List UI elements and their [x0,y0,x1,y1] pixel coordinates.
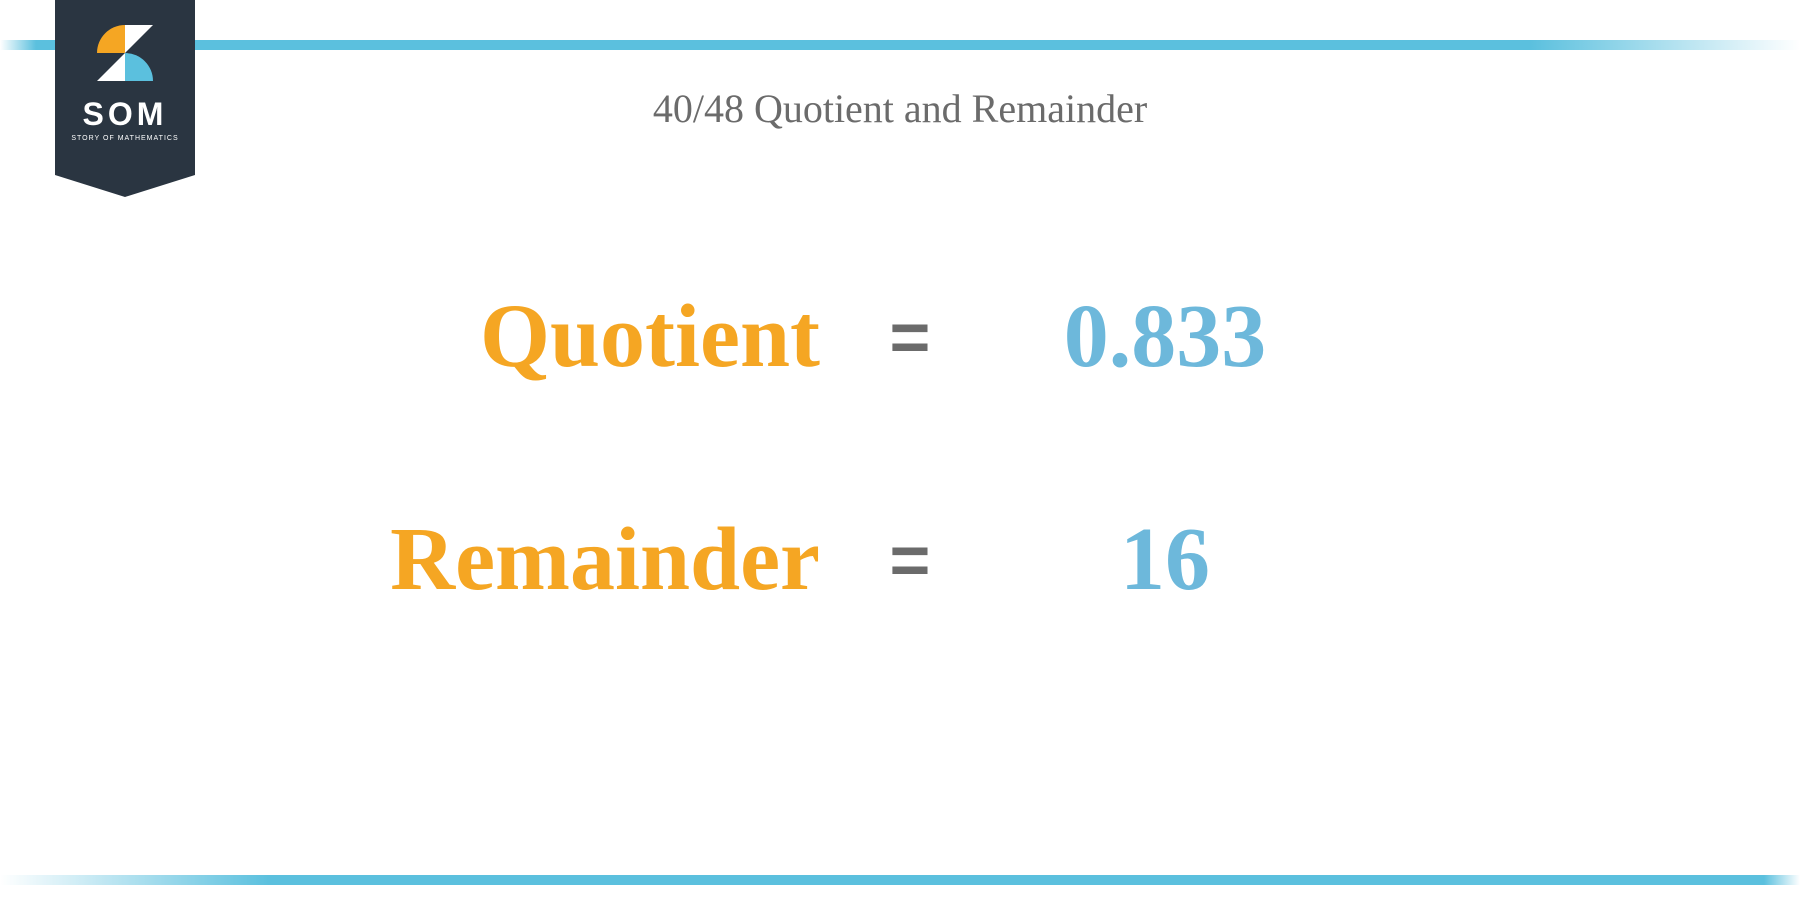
equation-container: Quotient = 0.833 Remainder = 16 [350,285,1450,731]
quotient-label: Quotient [350,285,870,388]
remainder-row: Remainder = 16 [350,508,1450,611]
logo-icon [97,25,153,81]
page-title: 40/48 Quotient and Remainder [653,85,1147,132]
quotient-value: 0.833 [950,285,1350,388]
logo-brand-text: SOM [83,96,168,133]
quotient-row: Quotient = 0.833 [350,285,1450,388]
top-accent-bar [0,40,1800,50]
remainder-value: 16 [950,508,1350,611]
equals-sign: = [870,520,950,600]
logo-badge: SOM STORY OF MATHEMATICS [55,0,195,175]
equals-sign: = [870,297,950,377]
bottom-accent-bar [0,875,1800,885]
remainder-label: Remainder [350,508,870,611]
logo-tagline: STORY OF MATHEMATICS [71,135,178,142]
